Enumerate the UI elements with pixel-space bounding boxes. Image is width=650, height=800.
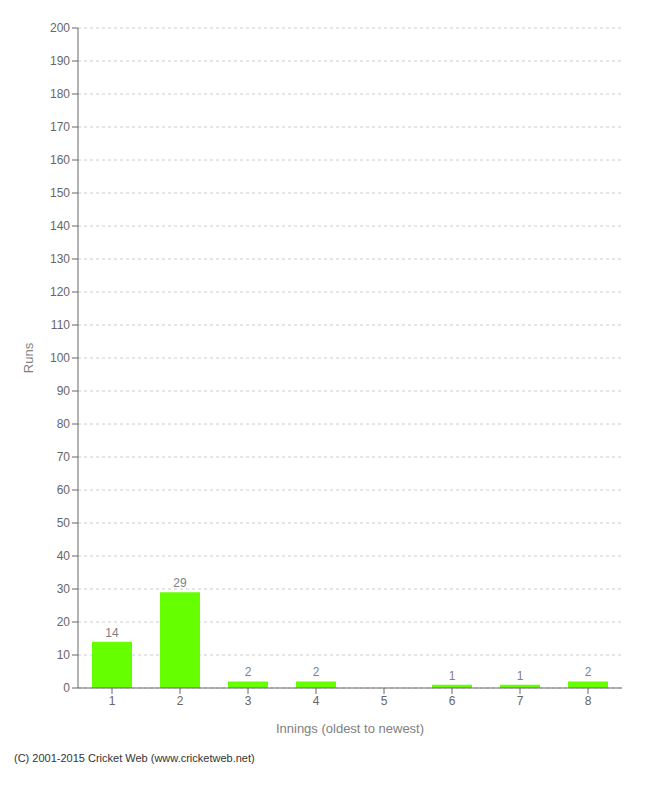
svg-text:2: 2 [245,665,252,679]
svg-text:1: 1 [517,669,524,683]
svg-text:150: 150 [50,186,70,200]
svg-text:7: 7 [517,694,524,708]
svg-text:4: 4 [313,694,320,708]
svg-text:190: 190 [50,54,70,68]
svg-text:130: 130 [50,252,70,266]
svg-text:50: 50 [57,516,71,530]
svg-text:1: 1 [109,694,116,708]
svg-text:70: 70 [57,450,71,464]
svg-text:160: 160 [50,153,70,167]
svg-text:100: 100 [50,351,70,365]
svg-text:60: 60 [57,483,71,497]
svg-text:0: 0 [63,681,70,695]
svg-text:6: 6 [449,694,456,708]
svg-text:Innings (oldest to newest): Innings (oldest to newest) [276,721,424,736]
svg-text:80: 80 [57,417,71,431]
svg-text:14: 14 [105,626,119,640]
svg-text:30: 30 [57,582,71,596]
svg-text:Runs: Runs [21,342,36,373]
svg-text:180: 180 [50,87,70,101]
html-text:(C) 2001-2015 Cricket Web (www: (C) 2001-2015 Cricket Web (www.cricketwe… [14,752,255,764]
svg-text:20: 20 [57,615,71,629]
svg-text:170: 170 [50,120,70,134]
svg-text:90: 90 [57,384,71,398]
svg-text:120: 120 [50,285,70,299]
svg-text:2: 2 [177,694,184,708]
svg-text:2: 2 [313,665,320,679]
svg-text:3: 3 [245,694,252,708]
svg-text:8: 8 [585,694,592,708]
svg-text:110: 110 [51,318,70,332]
svg-text:10: 10 [57,648,71,662]
svg-text:2: 2 [585,665,592,679]
svg-text:40: 40 [57,549,71,563]
svg-text:5: 5 [381,694,388,708]
svg-text:29: 29 [173,576,187,590]
svg-text:200: 200 [50,21,70,35]
svg-text:140: 140 [50,219,70,233]
svg-text:1: 1 [449,669,456,683]
